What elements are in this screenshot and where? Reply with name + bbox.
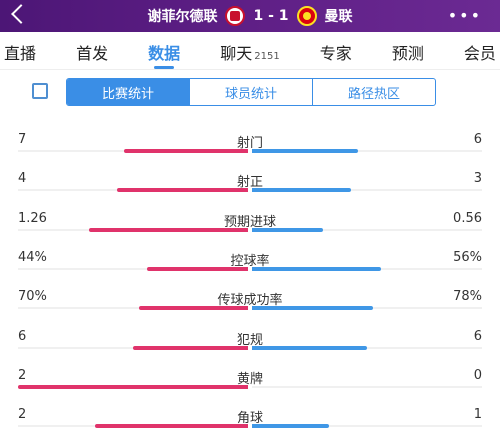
match-title: 谢菲尔德联 1 - 1 曼联 <box>0 0 500 32</box>
match-header: 谢菲尔德联 1 - 1 曼联 ••• <box>0 0 500 32</box>
stat-row: 44% 控球率 56% <box>0 250 500 286</box>
stat-label: 射门 <box>236 136 263 151</box>
match-tabs: 直播 首发 数据 聊天 2151 专家 预测 会员 <box>0 32 500 70</box>
stats-subtabs: 比赛统计 球员统计 路径热区 <box>66 78 436 106</box>
tab-live[interactable]: 直播 <box>4 44 37 63</box>
home-stat-value: 6 <box>18 328 27 344</box>
away-stat-value: 78% <box>453 289 482 305</box>
away-stat-value: 0 <box>473 367 482 383</box>
away-stat-value: 6 <box>473 132 482 147</box>
tab-chat[interactable]: 聊天 2151 <box>220 44 280 63</box>
match-score: 1 - 1 <box>253 8 289 24</box>
away-team-crest-icon <box>296 6 317 26</box>
home-stat-bar <box>94 424 248 429</box>
chat-count: 2151 <box>254 51 280 62</box>
home-team-crest-icon <box>225 6 246 26</box>
away-stat-bar <box>252 306 374 311</box>
home-stat-value: 1.26 <box>18 210 47 226</box>
tab-member[interactable]: 会员 <box>463 44 496 63</box>
tab-expert[interactable]: 专家 <box>319 44 352 63</box>
stat-label: 角球 <box>236 411 263 427</box>
stat-row: 4 射正 3 <box>0 171 500 207</box>
stat-row: 1.26 预期进球 0.56 <box>0 211 500 247</box>
away-stat-value: 0.56 <box>453 210 482 226</box>
home-stat-bar <box>146 266 248 271</box>
away-stat-bar <box>252 266 381 271</box>
home-stat-bar <box>133 345 248 350</box>
home-stat-value: 44% <box>18 249 47 265</box>
stat-row: 2 角球 1 <box>0 407 500 443</box>
away-stat-value: 3 <box>473 171 482 187</box>
away-bar-track <box>252 346 482 349</box>
home-bar-track <box>18 267 248 270</box>
stat-label: 犯规 <box>236 332 263 348</box>
subtab-player-stats[interactable]: 球员统计 <box>189 79 312 105</box>
stat-row: 2 黄牌 0 <box>0 368 500 404</box>
home-team-name: 谢菲尔德联 <box>147 9 218 25</box>
home-stat-value: 4 <box>18 171 27 187</box>
subtab-match-stats[interactable]: 比赛统计 <box>67 79 189 105</box>
stat-label: 控球率 <box>230 253 270 269</box>
stat-label: 传球成功率 <box>217 293 283 309</box>
away-stat-value: 1 <box>473 407 482 423</box>
home-stat-bar <box>18 384 248 389</box>
tab-data[interactable]: 数据 <box>148 32 180 69</box>
away-bar-track <box>252 150 482 152</box>
away-stat-bar <box>252 424 329 429</box>
more-options-icon[interactable]: ••• <box>447 6 482 25</box>
stat-row: 7 射门 6 <box>0 132 500 168</box>
subtab-heatmap[interactable]: 路径热区 <box>312 79 435 105</box>
home-stat-bar <box>139 306 248 311</box>
stats-subbar: 比赛统计 球员统计 路径热区 <box>0 78 500 106</box>
away-bar-track <box>252 189 482 192</box>
home-stat-bar <box>116 188 248 193</box>
home-stat-value: 2 <box>18 407 27 423</box>
away-stat-bar <box>252 227 323 232</box>
away-stat-bar <box>252 149 359 153</box>
stat-label: 黄牌 <box>236 371 263 387</box>
home-bar-track <box>18 307 248 310</box>
away-stat-bar <box>252 345 367 350</box>
away-stat-value: 6 <box>473 328 482 344</box>
stat-row: 6 犯规 6 <box>0 329 500 365</box>
away-team-name: 曼联 <box>324 9 353 25</box>
stat-row: 70% 传球成功率 78% <box>0 289 500 325</box>
home-stat-value: 70% <box>18 289 47 305</box>
home-stat-bar <box>124 149 248 153</box>
away-stat-bar <box>252 188 351 193</box>
tab-lineup[interactable]: 首发 <box>76 44 109 63</box>
home-stat-value: 2 <box>18 367 27 383</box>
home-stat-bar <box>88 227 248 232</box>
stat-label: 预期进球 <box>223 214 276 230</box>
tab-prediction[interactable]: 预测 <box>391 44 424 63</box>
away-bar-track <box>252 425 482 428</box>
away-stat-value: 56% <box>453 249 482 265</box>
save-icon[interactable] <box>32 83 48 99</box>
stat-label: 射正 <box>236 175 263 191</box>
home-stat-value: 7 <box>18 132 27 147</box>
away-bar-track <box>252 385 482 388</box>
away-bar-track <box>252 228 482 231</box>
